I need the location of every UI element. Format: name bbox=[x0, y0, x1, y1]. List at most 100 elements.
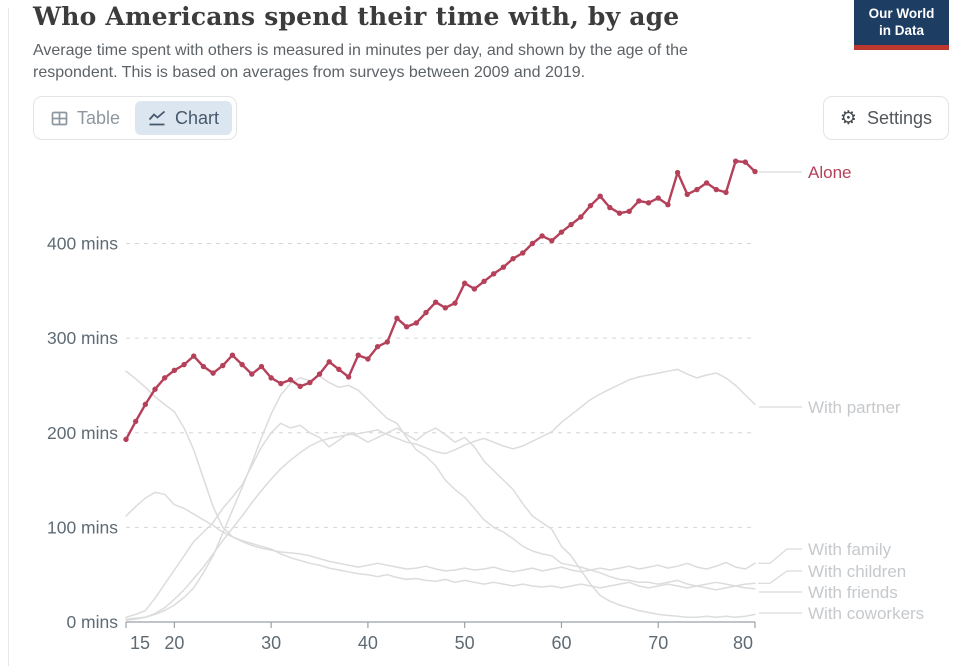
alone-point-46 bbox=[423, 309, 429, 316]
page-title: Who Americans spend their time with, by … bbox=[33, 2, 680, 31]
alone-point-56 bbox=[520, 250, 526, 256]
alone-point-18 bbox=[152, 386, 158, 392]
alone-point-72 bbox=[674, 169, 681, 176]
alone-point-47 bbox=[432, 299, 439, 305]
x-axis-label-60: 60 bbox=[551, 633, 571, 653]
owid-logo[interactable]: Our World in Data bbox=[854, 0, 949, 50]
series-line-with-coworkers[interactable] bbox=[125, 422, 756, 619]
series-line-with-family[interactable] bbox=[125, 370, 756, 573]
alone-point-78 bbox=[732, 158, 739, 164]
y-axis-label-200: 200 mins bbox=[47, 423, 118, 443]
alone-point-60 bbox=[558, 229, 565, 235]
alone-point-59 bbox=[549, 237, 555, 244]
alone-point-42 bbox=[384, 339, 390, 345]
alone-point-27 bbox=[239, 361, 245, 368]
settings-button-label: Settings bbox=[866, 107, 932, 128]
x-axis-label-15: 15 bbox=[130, 633, 150, 653]
alone-point-57 bbox=[529, 240, 536, 247]
left-edge-divider bbox=[8, 8, 9, 666]
alone-point-21 bbox=[181, 361, 187, 368]
x-axis-label-20: 20 bbox=[164, 633, 184, 653]
tab-table[interactable]: Table bbox=[38, 101, 133, 135]
alone-point-55 bbox=[510, 255, 516, 262]
alone-point-38 bbox=[345, 374, 352, 380]
alone-point-44 bbox=[403, 324, 410, 330]
x-axis-label-40: 40 bbox=[358, 633, 378, 653]
alone-point-25 bbox=[220, 362, 226, 369]
alone-point-43 bbox=[394, 315, 400, 321]
alone-point-52 bbox=[481, 278, 487, 285]
series-label-with-family[interactable]: With family bbox=[808, 540, 892, 559]
alone-point-51 bbox=[471, 286, 478, 292]
series-line-with-partner[interactable] bbox=[125, 368, 756, 621]
alone-point-76 bbox=[713, 186, 719, 193]
y-axis-label-300: 300 mins bbox=[47, 328, 118, 348]
series-label-with-partner[interactable]: With partner bbox=[808, 398, 901, 417]
alone-point-19 bbox=[162, 375, 168, 381]
alone-point-66 bbox=[616, 210, 623, 216]
alone-point-37 bbox=[336, 366, 342, 373]
alone-point-71 bbox=[665, 202, 671, 208]
line-chart-icon bbox=[148, 110, 166, 127]
alone-point-26 bbox=[229, 352, 236, 358]
subtitle-line-2: respondent. This is based on averages fr… bbox=[33, 63, 586, 81]
alone-point-45 bbox=[413, 320, 420, 326]
x-axis-label-30: 30 bbox=[261, 633, 281, 653]
alone-point-54 bbox=[500, 264, 507, 270]
table-icon bbox=[51, 110, 68, 127]
alone-point-70 bbox=[655, 195, 661, 201]
alone-point-41 bbox=[374, 343, 381, 350]
series-label-with-children[interactable]: With children bbox=[808, 562, 906, 581]
alone-point-63 bbox=[587, 202, 594, 209]
alone-point-40 bbox=[365, 356, 371, 362]
alone-point-30 bbox=[268, 375, 274, 381]
chart-header: Who Americans spend their time with, by … bbox=[33, 0, 833, 83]
alone-point-68 bbox=[636, 198, 642, 204]
owid-logo-line-2: in Data bbox=[878, 23, 924, 38]
y-axis-label-400: 400 mins bbox=[47, 234, 118, 254]
alone-point-58 bbox=[539, 233, 545, 239]
settings-button[interactable]: ⚙ Settings bbox=[822, 96, 949, 140]
alone-point-50 bbox=[461, 280, 468, 286]
alone-point-24 bbox=[210, 370, 216, 376]
alone-point-79 bbox=[742, 159, 749, 165]
alone-point-28 bbox=[249, 371, 255, 377]
tab-table-label: Table bbox=[77, 107, 121, 128]
alone-point-75 bbox=[703, 180, 710, 186]
subtitle-line-1: Average time spent with others is measur… bbox=[33, 42, 688, 59]
alone-point-77 bbox=[723, 189, 729, 196]
alone-point-67 bbox=[626, 208, 632, 215]
x-axis-label-50: 50 bbox=[455, 633, 475, 653]
series-label-alone[interactable]: Alone bbox=[808, 163, 851, 182]
alone-point-35 bbox=[316, 371, 323, 377]
gear-icon: ⚙ bbox=[839, 107, 857, 129]
series-line-with-friends[interactable] bbox=[125, 491, 756, 591]
leader-line-with-children bbox=[758, 570, 802, 584]
alone-point-31 bbox=[278, 380, 284, 387]
tab-chart[interactable]: Chart bbox=[135, 101, 233, 135]
series-label-with-friends[interactable]: With friends bbox=[808, 583, 898, 602]
alone-point-17 bbox=[142, 401, 149, 408]
series-line-with-children[interactable] bbox=[125, 375, 756, 620]
alone-point-62 bbox=[578, 214, 584, 220]
alone-point-15 bbox=[123, 436, 129, 443]
alone-point-73 bbox=[684, 191, 690, 197]
y-axis-label-0: 0 mins bbox=[66, 612, 118, 632]
x-axis-label-70: 70 bbox=[648, 633, 668, 653]
series-line-alone[interactable] bbox=[124, 160, 757, 441]
alone-point-22 bbox=[191, 353, 197, 359]
y-axis-label-100: 100 mins bbox=[47, 517, 118, 537]
alone-point-34 bbox=[307, 379, 313, 386]
view-tab-group: Table Chart bbox=[33, 96, 238, 140]
alone-point-80 bbox=[752, 168, 758, 175]
series-label-with-coworkers[interactable]: With coworkers bbox=[808, 604, 924, 623]
alone-point-32 bbox=[287, 377, 294, 383]
alone-point-65 bbox=[607, 204, 613, 211]
alone-point-49 bbox=[452, 300, 458, 306]
chart-subtitle: Average time spent with others is measur… bbox=[33, 40, 833, 83]
leader-line-with-family bbox=[758, 548, 802, 564]
alone-point-74 bbox=[694, 186, 700, 193]
alone-point-64 bbox=[597, 193, 603, 199]
owid-logo-line-1: Our World bbox=[868, 6, 935, 21]
